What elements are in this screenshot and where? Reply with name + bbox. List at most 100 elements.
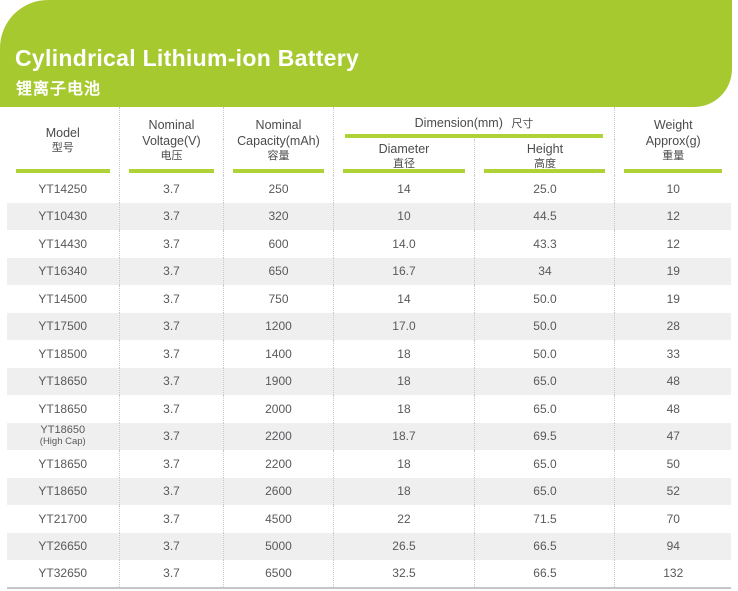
header-height: Height 高度 (474, 139, 616, 175)
cell-diameter: 14 (333, 175, 476, 203)
cell-capacity: 2600 (223, 477, 334, 505)
cell-model-main: YT10430 (38, 209, 88, 224)
cell-model: YT18650 (7, 477, 120, 505)
cell-height: 43.3 (474, 230, 616, 258)
cell-capacity: 2000 (223, 395, 334, 423)
header-voltage: Nominal Voltage(V) 电压 (119, 107, 225, 175)
cell-voltage: 3.7 (119, 175, 225, 203)
cell-voltage: 3.7 (119, 202, 225, 230)
header-model-zh: 型号 (51, 142, 74, 155)
cell-model: YT14430 (7, 230, 120, 258)
header-dimension-zh: 尺寸 (511, 118, 534, 130)
cell-capacity: 750 (223, 285, 334, 313)
cell-weight: 94 (666, 539, 680, 554)
table-row: YT18650 3.7 2200 18 65.0 50 (7, 450, 731, 478)
header-model: Model 型号 (7, 107, 120, 175)
table-row: YT32650 3.7 6500 32.5 66.5 132 (7, 560, 731, 589)
cell-diameter: 16.7 (333, 257, 476, 285)
cell-voltage: 3.7 (119, 505, 225, 533)
cell-diameter: 18 (333, 477, 476, 505)
cell-height: 66.5 (474, 532, 616, 560)
cell-height: 69.5 (474, 422, 616, 450)
cell-weight: 48 (666, 401, 680, 416)
cell-diameter: 26.5 (333, 532, 476, 560)
cell-diameter: 18 (333, 450, 476, 478)
cell-model: YT18650 (High Cap) (7, 422, 120, 450)
cell-capacity: 320 (223, 202, 334, 230)
cell-weight: 50 (666, 456, 680, 471)
header-capacity-en-1: Nominal (255, 118, 302, 132)
table-row: YT16340 3.7 650 16.7 34 19 (7, 257, 731, 285)
header-voltage-en-1: Nominal (148, 118, 195, 132)
cell-model-main: YT26650 (38, 539, 88, 554)
cell-model: YT18650 (7, 395, 120, 423)
header-capacity-en-2: Capacity(mAh) (237, 133, 320, 148)
cell-weight: 19 (666, 264, 680, 279)
table-row: YT18650 3.7 1900 18 65.0 48 (7, 367, 731, 395)
cell-voltage: 3.7 (119, 340, 225, 368)
table-body: YT14250 3.7 250 14 25.0 10 YT10430 3.7 3… (7, 175, 731, 589)
header-banner: Cylindrical Lithium-ion Battery 锂离子电池 (0, 0, 732, 107)
cell-height: 50.0 (474, 285, 616, 313)
table-row: YT18500 3.7 1400 18 50.0 33 (7, 340, 731, 368)
cell-voltage: 3.7 (119, 560, 225, 589)
cell-capacity: 600 (223, 230, 334, 258)
cell-voltage: 3.7 (119, 367, 225, 395)
header-dimension: Dimension(mm) 尺寸 (333, 107, 616, 139)
cell-height: 65.0 (474, 395, 616, 423)
cell-model-main: YT14430 (38, 236, 88, 251)
table-row: YT21700 3.7 4500 22 71.5 70 (7, 505, 731, 533)
table-row: YT18650 3.7 2600 18 65.0 52 (7, 477, 731, 505)
cell-model: YT10430 (7, 202, 120, 230)
table-row: YT26650 3.7 5000 26.5 66.5 94 (7, 532, 731, 560)
cell-capacity: 4500 (223, 505, 334, 533)
cell-model: YT18650 (7, 367, 120, 395)
cell-model: YT14500 (7, 285, 120, 313)
cell-model-main: YT18500 (38, 346, 88, 361)
cell-height: 25.0 (474, 175, 616, 203)
cell-voltage: 3.7 (119, 532, 225, 560)
header-capacity-zh: 容量 (267, 150, 290, 163)
cell-diameter: 18 (333, 367, 476, 395)
cell-height: 66.5 (474, 560, 616, 589)
header-row-primary: Model 型号 Nominal Voltage(V) 电压 Nominal C… (7, 107, 731, 175)
cell-model-main: YT14500 (38, 291, 88, 306)
table-row: YT18650 (High Cap) 3.7 2200 18.7 69.5 47 (7, 422, 731, 450)
cell-weight: 10 (666, 181, 680, 196)
table-row: YT18650 3.7 2000 18 65.0 48 (7, 395, 731, 423)
header-diameter-zh: 直径 (392, 158, 415, 171)
cell-model-main: YT18650 (38, 484, 88, 499)
cell-height: 34 (474, 257, 616, 285)
cell-model: YT14250 (7, 175, 120, 203)
cell-diameter: 10 (333, 202, 476, 230)
header-row-dimension-sub: Diameter 直径 Height 高度 (7, 139, 731, 175)
cell-model: YT17500 (7, 312, 120, 340)
cell-weight: 52 (666, 484, 680, 499)
cell-weight: 28 (666, 319, 680, 334)
cell-height: 65.0 (474, 367, 616, 395)
page-title: Cylindrical Lithium-ion Battery (15, 45, 360, 71)
cell-model-main: YT18650 (38, 401, 88, 416)
cell-height: 50.0 (474, 312, 616, 340)
cell-diameter: 18 (333, 340, 476, 368)
header-diameter: Diameter 直径 (333, 139, 476, 175)
table-header: Model 型号 Nominal Voltage(V) 电压 Nominal C… (7, 107, 731, 175)
cell-model-main: YT21700 (38, 511, 88, 526)
cell-capacity: 1400 (223, 340, 334, 368)
cell-voltage: 3.7 (119, 257, 225, 285)
cell-weight: 70 (666, 511, 680, 526)
cell-voltage: 3.7 (119, 285, 225, 313)
cell-weight: 12 (666, 236, 680, 251)
cell-model: YT16340 (7, 257, 120, 285)
cell-weight: 33 (666, 346, 680, 361)
cell-height: 50.0 (474, 340, 616, 368)
cell-model-main: YT16340 (38, 264, 88, 279)
header-voltage-zh: 电压 (160, 150, 183, 163)
table-row: YT14500 3.7 750 14 50.0 19 (7, 285, 731, 313)
cell-model: YT26650 (7, 532, 120, 560)
cell-capacity: 2200 (223, 422, 334, 450)
cell-model-note: (High Cap) (39, 436, 86, 448)
header-height-zh: 高度 (533, 158, 556, 171)
cell-voltage: 3.7 (119, 395, 225, 423)
header-weight-en-2: Approx(g) (645, 133, 701, 148)
